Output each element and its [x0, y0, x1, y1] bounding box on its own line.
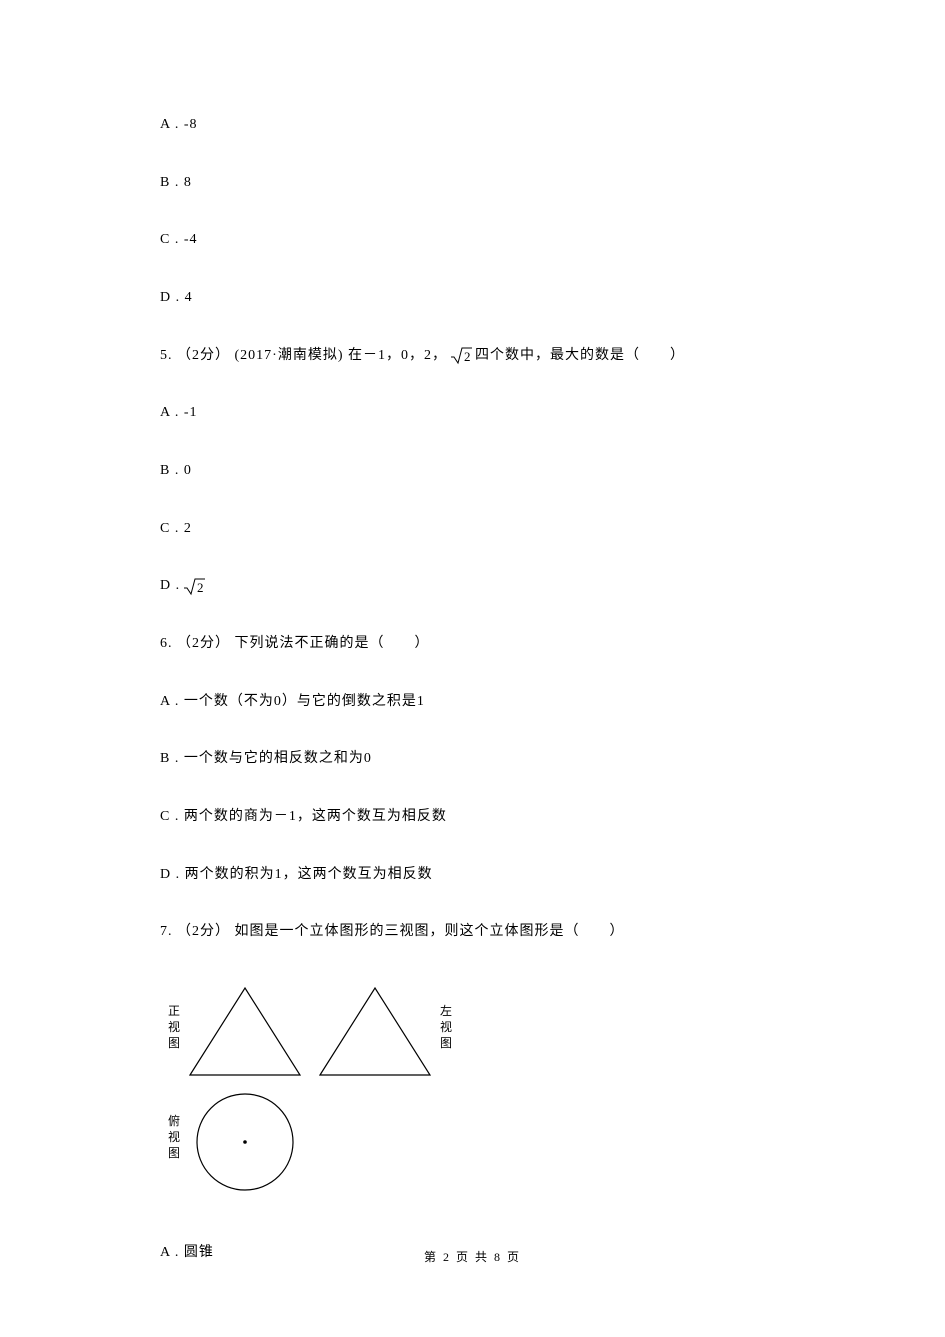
front-view-label-2: 视 [168, 1019, 180, 1034]
top-view-center-dot [243, 1140, 247, 1144]
q5-option-c: C . 2 [160, 519, 800, 539]
q5-stem-post: 四个数中，最大的数是（ ） [475, 346, 685, 366]
q5-option-d: D . 2 [160, 576, 800, 596]
sqrt-value: 2 [197, 580, 205, 595]
q5-option-b: B . 0 [160, 461, 800, 481]
q5-option-a: A . -1 [160, 403, 800, 423]
sqrt-icon: 2 [182, 576, 206, 596]
left-view-triangle [320, 988, 430, 1075]
front-view-label-3: 图 [168, 1036, 180, 1050]
left-view-label-1: 左 [440, 1003, 452, 1018]
top-view-label-2: 视 [168, 1129, 180, 1144]
q6-option-c: C . 两个数的商为－1，这两个数互为相反数 [160, 807, 800, 827]
q6-stem: 6. （2分） 下列说法不正确的是（ ） [160, 634, 800, 654]
q5-stem-pre: 5. （2分） (2017·潮南模拟) 在－1，0，2， [160, 346, 447, 366]
q4-option-c: C . -4 [160, 230, 800, 250]
q4-option-b: B . 8 [160, 173, 800, 193]
three-views-diagram: 正 视 图 左 视 图 俯 视 图 [160, 980, 800, 1205]
q6-option-b: B . 一个数与它的相反数之和为0 [160, 749, 800, 769]
q6-option-d: D . 两个数的积为1，这两个数互为相反数 [160, 865, 800, 885]
front-view-label-1: 正 [168, 1004, 180, 1018]
sqrt-value: 2 [464, 349, 472, 364]
q6-option-a: A . 一个数（不为0）与它的倒数之积是1 [160, 692, 800, 712]
top-view-label-1: 俯 [168, 1113, 180, 1128]
page-content: A . -8 B . 8 C . -4 D . 4 5. （2分） (2017·… [160, 115, 800, 1300]
q5-stem: 5. （2分） (2017·潮南模拟) 在－1，0，2， 2 四个数中，最大的数… [160, 345, 800, 365]
front-view-triangle [190, 988, 300, 1075]
left-view-label-2: 视 [440, 1019, 452, 1034]
sqrt-icon: 2 [449, 345, 473, 365]
page-footer: 第 2 页 共 8 页 [0, 1248, 945, 1265]
q7-stem: 7. （2分） 如图是一个立体图形的三视图，则这个立体图形是（ ） [160, 922, 800, 942]
top-view-label-3: 图 [168, 1146, 180, 1160]
q5-optD-pre: D . [160, 576, 180, 596]
q4-option-d: D . 4 [160, 288, 800, 308]
left-view-label-3: 图 [440, 1036, 452, 1050]
q4-option-a: A . -8 [160, 115, 800, 135]
